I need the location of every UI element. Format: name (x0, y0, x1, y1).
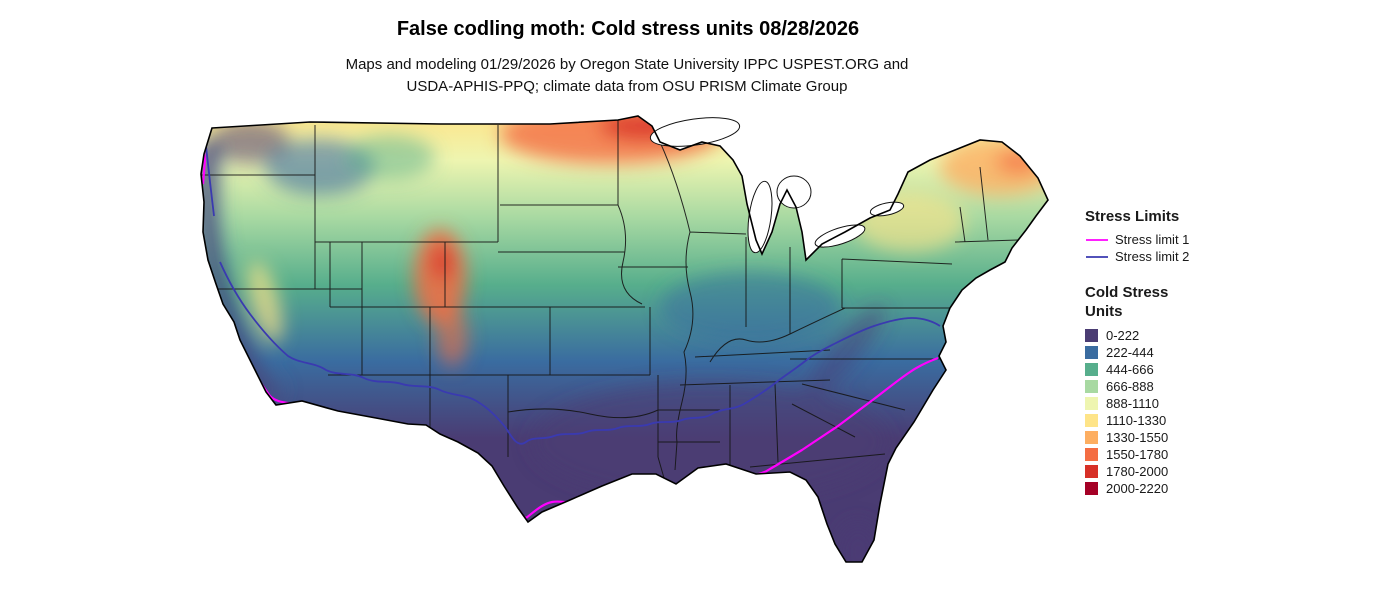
color-swatch (1085, 465, 1098, 478)
stress-limit-1-line-swatch (1085, 233, 1109, 247)
color-swatch (1085, 380, 1098, 393)
legend-item: 1780-2000 (1085, 463, 1385, 480)
color-swatch (1085, 482, 1098, 495)
color-swatch (1085, 363, 1098, 376)
sierra-pale-patch (247, 261, 283, 343)
legend-item: 1110-1330 (1085, 412, 1385, 429)
legend-item: 0-222 (1085, 327, 1385, 344)
legend-item-stress-limit-1: Stress limit 1 (1085, 231, 1385, 248)
color-swatch (1085, 329, 1098, 342)
legend-item-label: 222-444 (1106, 345, 1154, 360)
legend-item: 1330-1550 (1085, 429, 1385, 446)
color-swatch (1085, 448, 1098, 461)
stress-limit-2-contour (205, 145, 941, 445)
us-outline (200, 115, 1049, 563)
cascades-cool-patch (210, 120, 290, 164)
legend-item-stress-limit-2: Stress limit 2 (1085, 248, 1385, 265)
legend-item: 2000-2220 (1085, 480, 1385, 497)
south-rockies-patch (436, 307, 468, 367)
legend-item-label: 666-888 (1106, 379, 1154, 394)
legend-item-label: 1110-1330 (1106, 413, 1167, 428)
legend-item-label: 888-1110 (1106, 396, 1160, 411)
legend-item: 1550-1780 (1085, 446, 1385, 463)
page-subtitle: Maps and modeling 01/29/2026 by Oregon S… (267, 54, 987, 98)
legend-item-label: 1330-1550 (1106, 430, 1169, 445)
color-swatch (1085, 397, 1098, 410)
stress-limit-2-line-swatch (1085, 250, 1109, 264)
legend-item-label: 444-666 (1106, 362, 1154, 377)
legend-item-label: 1780-2000 (1106, 464, 1169, 479)
legend-item: 888-1110 (1085, 395, 1385, 412)
rockies-red-core (430, 244, 454, 280)
cold-stress-units-heading: Cold Stress Units (1085, 284, 1169, 320)
state-borders (201, 119, 1019, 479)
lake-ontario (869, 201, 905, 217)
legend-item-label: Stress limit 2 (1115, 249, 1190, 264)
subtitle-line-1: Maps and modeling 01/29/2026 by Oregon S… (345, 56, 909, 73)
lake-huron (776, 175, 812, 209)
legend-item: 222-444 (1085, 344, 1385, 361)
stress-limits-heading: Stress Limits (1085, 208, 1180, 225)
legend-item: 444-666 (1085, 361, 1385, 378)
legend-item-label: 2000-2220 (1106, 481, 1169, 496)
legend: Stress Limits Stress limit 1 Stress limi… (1085, 208, 1385, 497)
montana-teal-patch (345, 135, 435, 179)
legend-item-label: 1550-1780 (1106, 447, 1169, 462)
subtitle-line-2: USDA-APHIS-PPQ; climate data from OSU PR… (406, 78, 848, 95)
color-swatch (1085, 346, 1098, 359)
legend-item-label: Stress limit 1 (1115, 232, 1190, 247)
newyork-yellow-patch (855, 192, 965, 252)
ohio-valley-blue (660, 272, 840, 342)
us-map (190, 112, 1070, 592)
legend-item-label: 0-222 (1106, 328, 1140, 343)
page-title: False codling moth: Cold stress units 08… (396, 18, 860, 40)
color-swatch (1085, 414, 1098, 427)
color-swatch (1085, 431, 1098, 444)
us-map-svg (200, 115, 1049, 563)
south-florida-purple (836, 522, 880, 562)
lake-superior (649, 117, 741, 147)
legend-item: 666-888 (1085, 378, 1385, 395)
